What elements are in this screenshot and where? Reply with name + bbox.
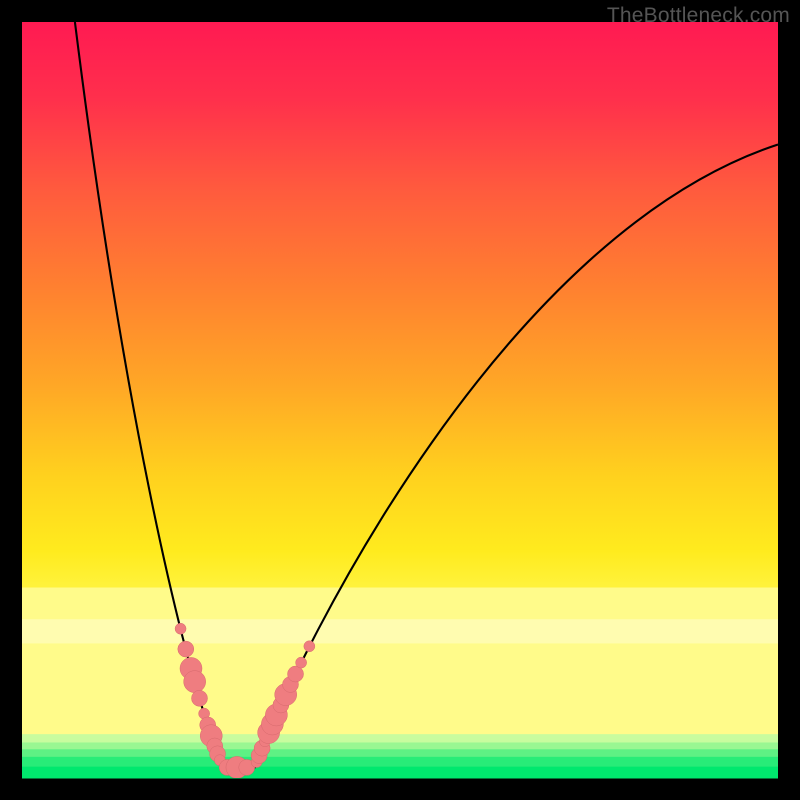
gradient-band [22,643,778,734]
gradient-band [22,587,778,619]
data-marker [191,690,207,706]
gradient-band [22,767,778,779]
data-marker [184,671,206,693]
gradient-band [22,749,778,757]
gradient-band [22,742,778,749]
gradient-band [22,757,778,767]
data-marker [304,641,315,652]
gradient-band [22,734,778,743]
data-marker [175,623,186,634]
watermark-text: TheBottleneck.com [607,4,790,28]
data-marker [288,666,304,682]
gradient-band [22,619,778,644]
chart-container: TheBottleneck.com [0,0,800,800]
data-marker [178,641,194,657]
data-marker [296,657,307,668]
chart-svg [0,0,800,800]
